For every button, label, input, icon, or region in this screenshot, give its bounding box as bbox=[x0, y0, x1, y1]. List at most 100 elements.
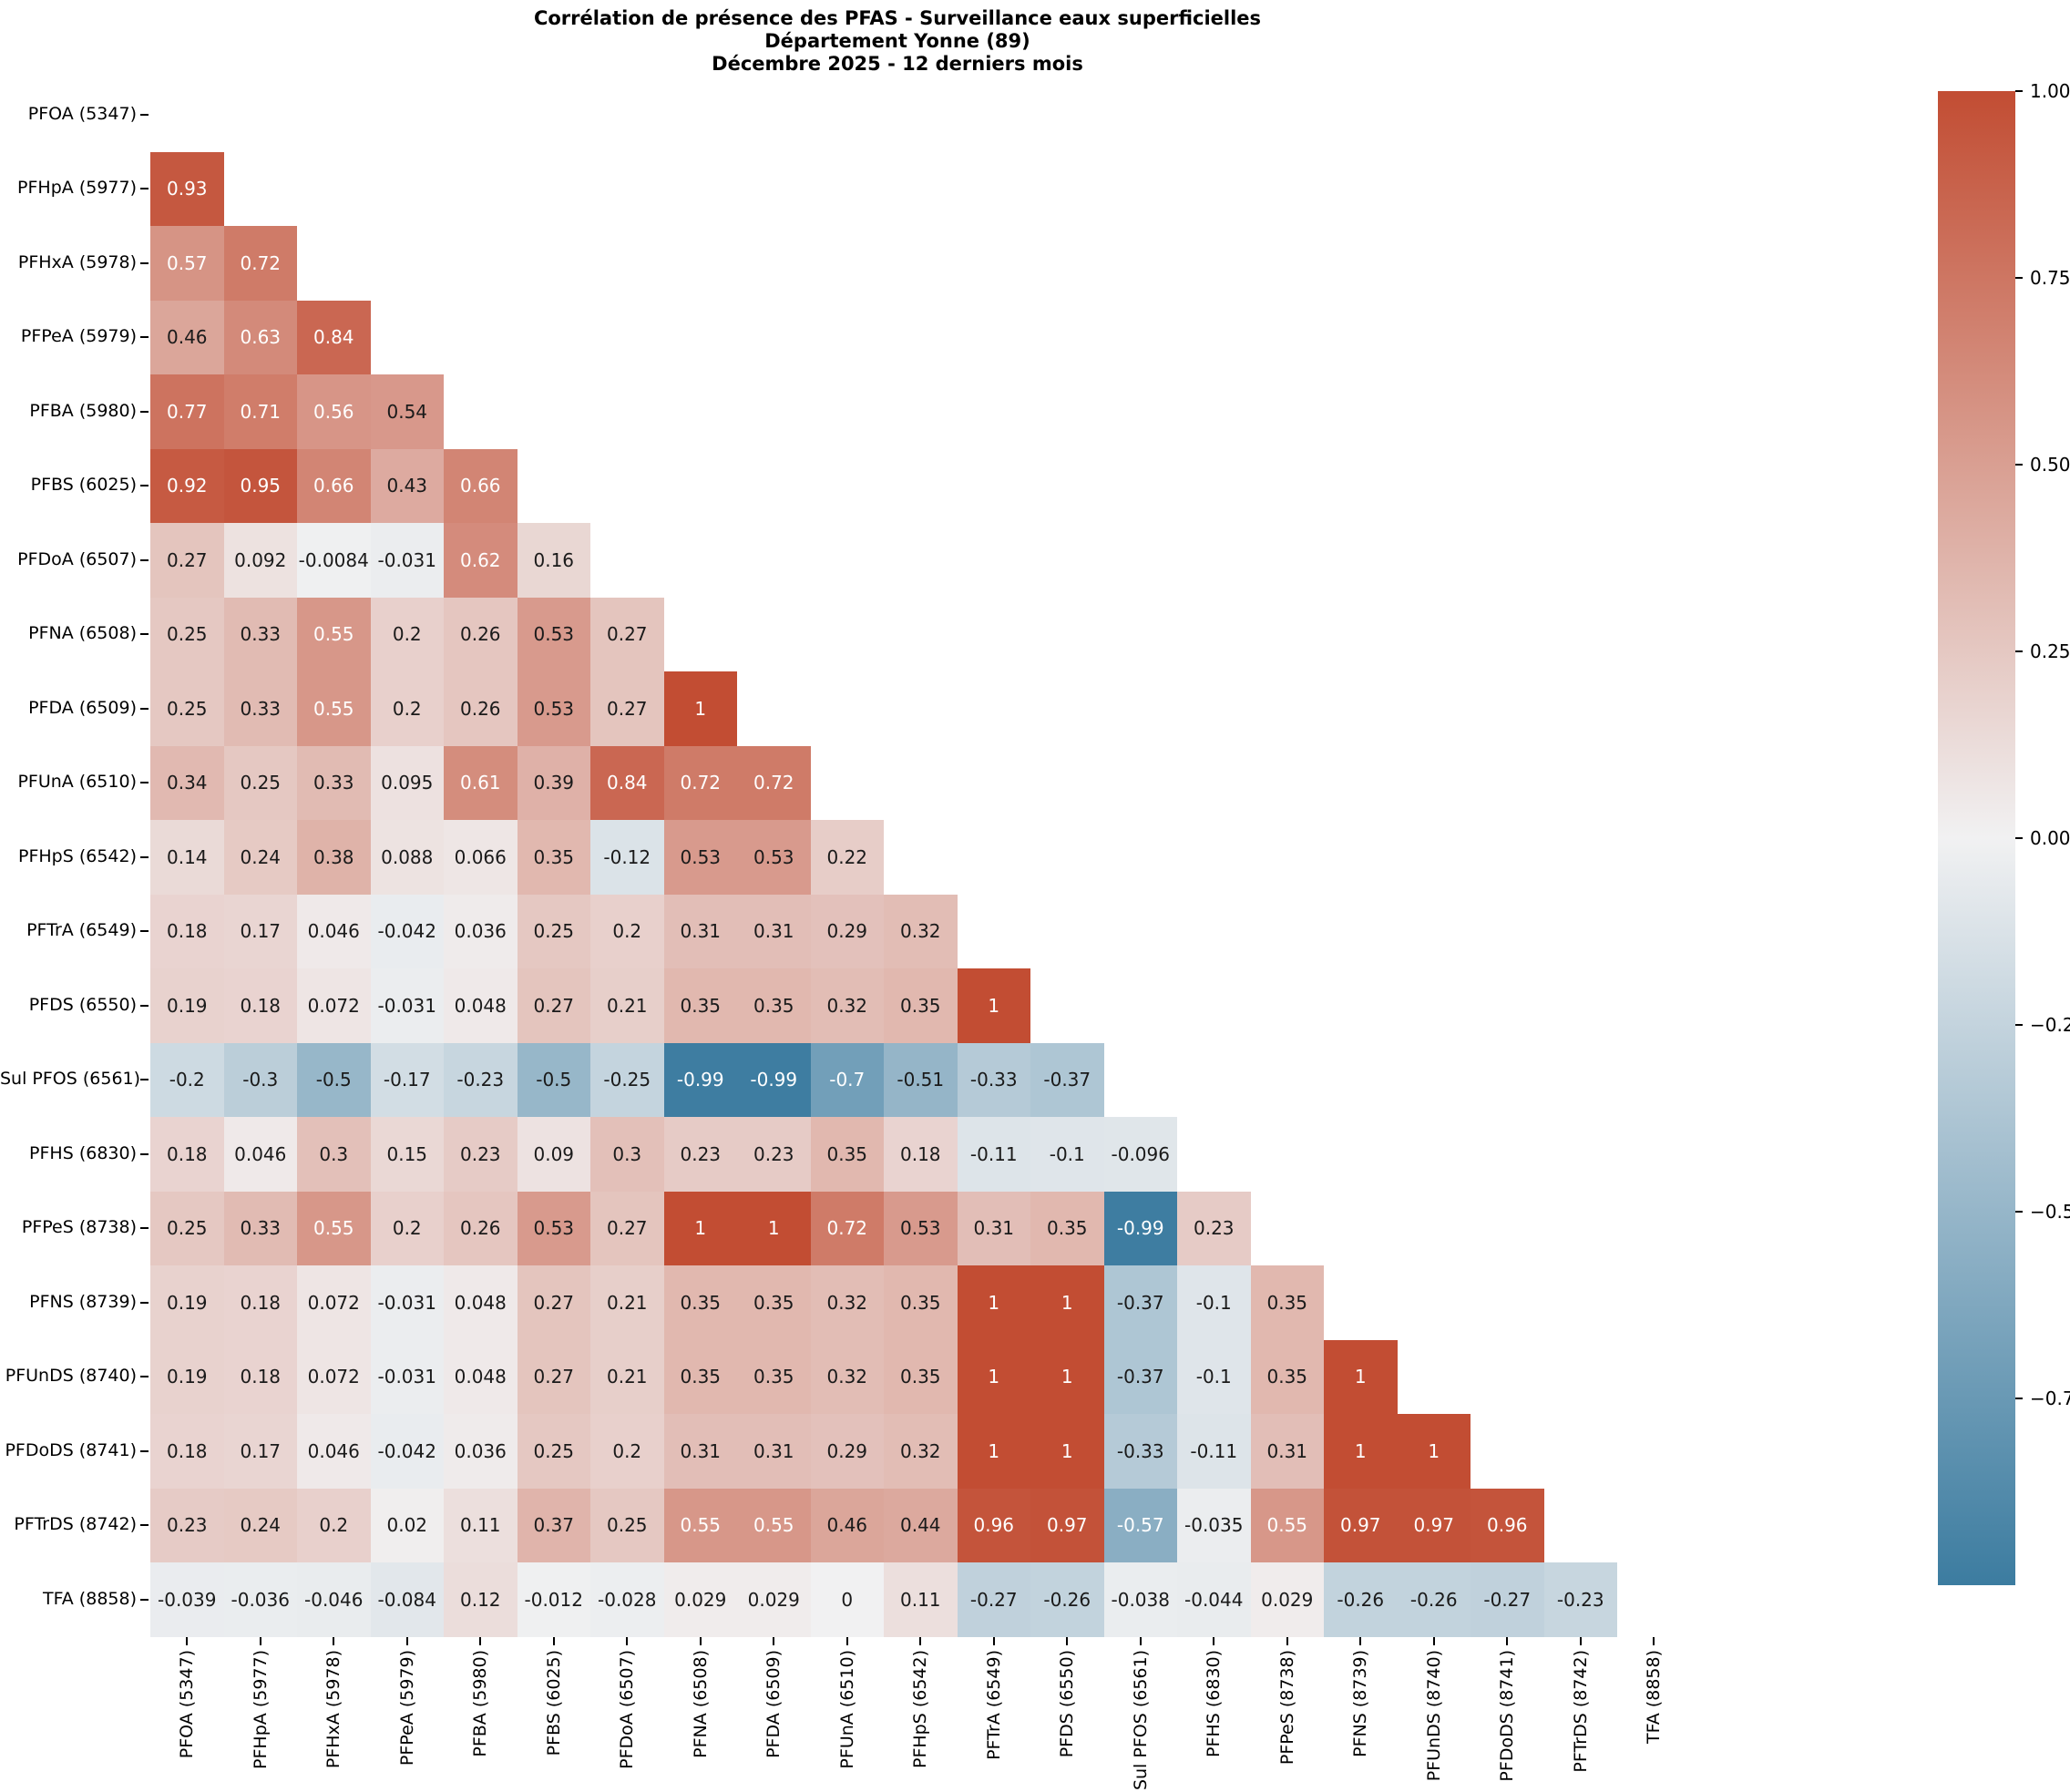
heatmap-cell: 0.095 bbox=[370, 745, 444, 820]
heatmap-cell: 0.26 bbox=[444, 671, 518, 746]
x-axis-tick bbox=[1653, 1636, 1655, 1645]
heatmap-cell: -0.1 bbox=[1030, 1117, 1104, 1192]
x-axis-tick bbox=[1432, 1636, 1435, 1645]
heatmap-cell: -0.33 bbox=[1103, 1414, 1177, 1489]
heatmap-cell: 0.35 bbox=[663, 1265, 737, 1340]
colorbar-tick-label: −0.25 bbox=[2030, 1014, 2070, 1036]
heatmap-cell: -0.031 bbox=[370, 968, 444, 1043]
heatmap-cell: -0.039 bbox=[150, 1562, 224, 1637]
heatmap-cell: -0.1 bbox=[1177, 1339, 1251, 1414]
x-axis-tick bbox=[626, 1636, 629, 1645]
heatmap-cell: 0.11 bbox=[884, 1562, 958, 1637]
y-axis-tick bbox=[140, 1079, 149, 1081]
heatmap-cell: 0.56 bbox=[297, 374, 371, 449]
heatmap-cell: 0.35 bbox=[663, 1339, 737, 1414]
heatmap-cell: 0.046 bbox=[297, 1414, 371, 1489]
y-axis-tick bbox=[140, 633, 149, 636]
heatmap-cell: 0.35 bbox=[517, 820, 590, 895]
heatmap-cell: 0.84 bbox=[297, 300, 371, 374]
y-axis-tick bbox=[140, 1524, 149, 1527]
heatmap-cell: 0.34 bbox=[150, 745, 224, 820]
chart-title: Corrélation de présence des PFAS - Surve… bbox=[0, 7, 1795, 76]
heatmap-cell: 0.33 bbox=[223, 1191, 297, 1265]
heatmap-cell: 0.26 bbox=[444, 1191, 518, 1265]
heatmap-cell: 0.029 bbox=[663, 1562, 737, 1637]
heatmap-cell: 0.27 bbox=[590, 671, 664, 746]
heatmap-cell: 0.53 bbox=[517, 1191, 590, 1265]
y-axis-tick bbox=[140, 1449, 149, 1452]
heatmap-cell: 0.27 bbox=[517, 1339, 590, 1414]
heatmap-cell: 0.32 bbox=[884, 894, 958, 968]
column-label: PFUnA (6510) bbox=[836, 1649, 857, 1769]
heatmap-cell: 0.53 bbox=[884, 1191, 958, 1265]
heatmap-cell: 0.32 bbox=[810, 1339, 884, 1414]
chart-title-line-2: Département Yonne (89) bbox=[764, 30, 1030, 52]
heatmap-cell: -0.99 bbox=[663, 1042, 737, 1117]
colorbar-tick-label: 0.75 bbox=[2030, 267, 2070, 289]
colorbar-tick-label: 0.25 bbox=[2030, 640, 2070, 662]
heatmap-cell: 0.18 bbox=[884, 1117, 958, 1192]
heatmap-cell: 0.24 bbox=[223, 1488, 297, 1562]
colorbar-tick bbox=[2015, 464, 2023, 466]
colorbar-tick bbox=[2015, 837, 2023, 839]
heatmap-cell: 0.92 bbox=[150, 448, 224, 523]
row-label: PFPeS (8738) bbox=[21, 1217, 137, 1238]
heatmap-cell: 0.93 bbox=[150, 151, 224, 226]
row-label: PFNS (8739) bbox=[29, 1291, 137, 1312]
column-label: PFUnDS (8740) bbox=[1423, 1649, 1444, 1781]
heatmap-cell: 0.84 bbox=[590, 745, 664, 820]
heatmap-cell: 0.35 bbox=[1030, 1191, 1104, 1265]
y-axis-tick bbox=[140, 782, 149, 784]
column-label: PFDS (6550) bbox=[1057, 1649, 1078, 1757]
x-axis-tick bbox=[1213, 1636, 1215, 1645]
heatmap-cell: -0.028 bbox=[590, 1562, 664, 1637]
heatmap-cell: 0.18 bbox=[223, 1265, 297, 1340]
heatmap-cell: 0.18 bbox=[150, 894, 224, 968]
row-label: PFNA (6508) bbox=[28, 623, 137, 644]
heatmap-cell: 0.55 bbox=[1250, 1488, 1324, 1562]
heatmap-cell: 0.43 bbox=[370, 448, 444, 523]
heatmap-cell: 1 bbox=[1397, 1414, 1471, 1489]
heatmap-cell: -0.25 bbox=[590, 1042, 664, 1117]
y-axis-tick bbox=[140, 558, 149, 561]
heatmap-cell: 0.2 bbox=[590, 894, 664, 968]
row-label: PFPeA (5979) bbox=[20, 326, 137, 347]
heatmap-cell: 0.35 bbox=[810, 1117, 884, 1192]
heatmap-cell: 0.18 bbox=[223, 968, 297, 1043]
heatmap-cell: 0.23 bbox=[150, 1488, 224, 1562]
heatmap-cell: 0 bbox=[810, 1562, 884, 1637]
x-axis-tick bbox=[333, 1636, 335, 1645]
heatmap-cell: 0.33 bbox=[223, 597, 297, 671]
heatmap-cell: 0.72 bbox=[737, 745, 811, 820]
heatmap-cell: 0.14 bbox=[150, 820, 224, 895]
x-axis-tick bbox=[845, 1636, 848, 1645]
colorbar-tick bbox=[2015, 90, 2023, 92]
heatmap-cell: 0.15 bbox=[370, 1117, 444, 1192]
heatmap-cell: 0.2 bbox=[297, 1488, 371, 1562]
x-axis-tick bbox=[259, 1636, 261, 1645]
heatmap-cell: 0.25 bbox=[150, 671, 224, 746]
x-axis-tick bbox=[992, 1636, 995, 1645]
heatmap-cell: 1 bbox=[1030, 1414, 1104, 1489]
heatmap-cell: -0.031 bbox=[370, 1339, 444, 1414]
row-label: PFUnDS (8740) bbox=[5, 1366, 137, 1387]
heatmap-cell: 0.09 bbox=[517, 1117, 590, 1192]
colorbar-tick-label: −0.75 bbox=[2030, 1388, 2070, 1409]
y-axis-tick bbox=[140, 1598, 149, 1601]
heatmap-cell: 0.61 bbox=[444, 745, 518, 820]
colorbar-tick bbox=[2015, 1398, 2023, 1399]
heatmap-cell: 0.37 bbox=[517, 1488, 590, 1562]
heatmap-cell: 0.31 bbox=[957, 1191, 1030, 1265]
heatmap-cell: 0.18 bbox=[150, 1117, 224, 1192]
heatmap-cell: 0.18 bbox=[223, 1339, 297, 1414]
column-label: PFTrA (6549) bbox=[983, 1649, 1004, 1760]
colorbar-tick bbox=[2015, 1211, 2023, 1213]
heatmap-cell: 0.25 bbox=[223, 745, 297, 820]
heatmap-cell: 0.55 bbox=[737, 1488, 811, 1562]
row-label: PFOA (5347) bbox=[27, 103, 137, 124]
heatmap-cell: 0.23 bbox=[663, 1117, 737, 1192]
x-axis-tick bbox=[479, 1636, 482, 1645]
heatmap-cell: 0.22 bbox=[810, 820, 884, 895]
heatmap-cell: 0.27 bbox=[150, 523, 224, 598]
heatmap-cell: -0.27 bbox=[1471, 1562, 1544, 1637]
